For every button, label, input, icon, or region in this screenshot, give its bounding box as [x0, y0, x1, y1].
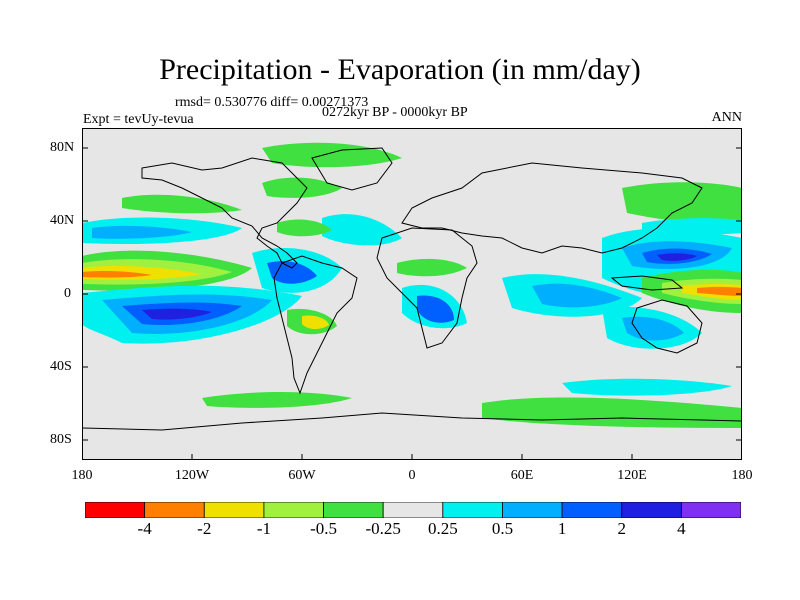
coastlines: [83, 147, 741, 431]
colorbar: [85, 502, 741, 518]
contour-green: [277, 219, 332, 237]
contour-cyan: [562, 378, 732, 396]
colorbar-label: -1: [256, 519, 271, 538]
rmsd-diff-stats: rmsd= 0.530776 diff= 0.00271373: [175, 95, 369, 110]
lon-label-120w: 120W: [174, 468, 210, 483]
coastline-greenland: [311, 147, 393, 191]
colorbar-swatch: [442, 502, 503, 518]
contour-lightblue: [622, 316, 684, 341]
lon-label-180e: 180: [731, 468, 753, 483]
lat-label-80s: 80S: [50, 432, 72, 447]
lon-label-0: 0: [408, 468, 416, 483]
contour-lightblue: [92, 225, 192, 239]
coastline-africa: [376, 227, 478, 349]
colorbar-label: 0.25: [427, 519, 458, 538]
colorbar-swatch: [621, 502, 682, 518]
colorbar-label: -4: [137, 519, 152, 538]
period-label: 0272kyr BP - 0000kyr BP: [322, 105, 468, 120]
coastline-eurasia: [401, 162, 703, 254]
colorbar-label: -2: [197, 519, 212, 538]
lat-label-40s: 40S: [50, 359, 72, 374]
contour-orange: [83, 271, 152, 278]
contour-green: [122, 194, 242, 214]
colorbar-label: 0.5: [491, 519, 514, 538]
colorbar-swatch: [561, 502, 623, 518]
colorbar-swatch: [323, 502, 384, 518]
colorbar-swatch: [680, 502, 741, 518]
lat-label-40n: 40N: [50, 213, 75, 228]
colorbar-label: -0.25: [365, 519, 401, 538]
colorbar-swatch: [382, 502, 444, 518]
lon-label-60w: 60W: [288, 468, 316, 483]
lat-label-80n: 80N: [50, 140, 75, 155]
colorbar-label: 1: [557, 519, 567, 538]
contour-green: [622, 182, 741, 224]
contour-green: [482, 397, 741, 428]
lat-label-eq: 0: [64, 286, 71, 301]
coastline-south-america: [273, 255, 358, 395]
colorbar-swatch: [502, 502, 563, 518]
contour-blue: [417, 295, 454, 323]
contour-orange: [697, 286, 741, 296]
contour-darkblue: [142, 308, 212, 320]
plot-title: Precipitation - Evaporation (in mm/day): [159, 53, 641, 86]
contour-darkblue: [657, 253, 697, 261]
colorbar-swatch: [203, 502, 265, 518]
colorbar-swatch: [263, 502, 324, 518]
lon-label-180w: 180: [71, 468, 93, 483]
colorbar-label: 4: [677, 519, 686, 538]
contour-lightblue: [532, 283, 622, 308]
contour-green: [202, 392, 352, 408]
colorbar-swatch: [85, 502, 146, 518]
lon-label-120e: 120E: [617, 468, 647, 483]
contour-green: [397, 258, 467, 277]
coastline-indonesia: [610, 275, 684, 291]
contour-yellow: [302, 315, 329, 330]
contour-green: [262, 177, 342, 198]
contour-cyan: [642, 218, 741, 235]
contour-fields: [83, 142, 741, 428]
lon-label-60e: 60E: [510, 468, 534, 483]
colorbar-label: 2: [617, 519, 626, 538]
coastline-north-america: [141, 157, 308, 269]
axis-ticks: [82, 147, 742, 460]
season-label: ANN: [711, 110, 742, 125]
coastline-antarctica: [83, 412, 741, 431]
colorbar-swatch: [144, 502, 205, 518]
coastline-australia: [631, 299, 703, 354]
pe-difference-map: [82, 128, 742, 460]
colorbar-label: -0.5: [310, 519, 337, 538]
experiment-label: Expt = tevUy-tevua: [83, 112, 194, 127]
